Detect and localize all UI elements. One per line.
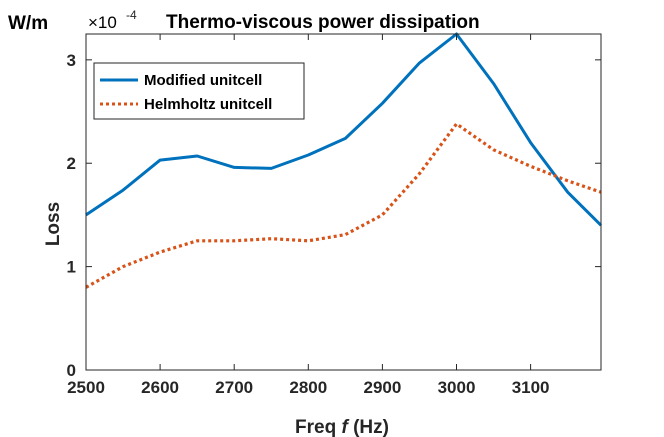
x-tick-label: 2900 (363, 378, 401, 397)
legend-label-1: Modified unitcell (144, 72, 262, 89)
y-tick-label: 2 (67, 154, 76, 173)
exponent-power: -4 (126, 8, 137, 22)
x-tick-label: 2500 (67, 378, 105, 397)
y-tick-label: 1 (67, 258, 76, 277)
legend-box (93, 62, 305, 120)
series-line-2 (85, 122, 602, 289)
x-tick-label: 2800 (289, 378, 327, 397)
axes-box (85, 33, 602, 371)
unit-label: W/m (8, 13, 48, 34)
x-axis-label-suffix: (Hz) (348, 417, 389, 437)
x-tick-label: 3000 (438, 378, 476, 397)
x-tick-label: 2600 (141, 378, 179, 397)
y-tick-label: 3 (67, 51, 76, 70)
legend: Modified unitcell Helmholtz unitcell (93, 62, 305, 120)
y-tick-label: 0 (67, 361, 76, 380)
y-axis-label: Loss (43, 202, 64, 246)
chart-title: Thermo-viscous power dissipation (166, 12, 480, 33)
x-tick-label: 3100 (512, 378, 550, 397)
x-axis-label-prefix: Freq (295, 417, 341, 437)
series-line-1 (85, 32, 603, 227)
legend-label-2: Helmholtz unitcell (144, 96, 272, 113)
x-axis-label-var: f (341, 417, 349, 437)
x-axis-label: Freq f (Hz) (295, 417, 389, 437)
exponent-label: ×10 (88, 13, 117, 32)
x-tick-label: 2700 (215, 378, 253, 397)
